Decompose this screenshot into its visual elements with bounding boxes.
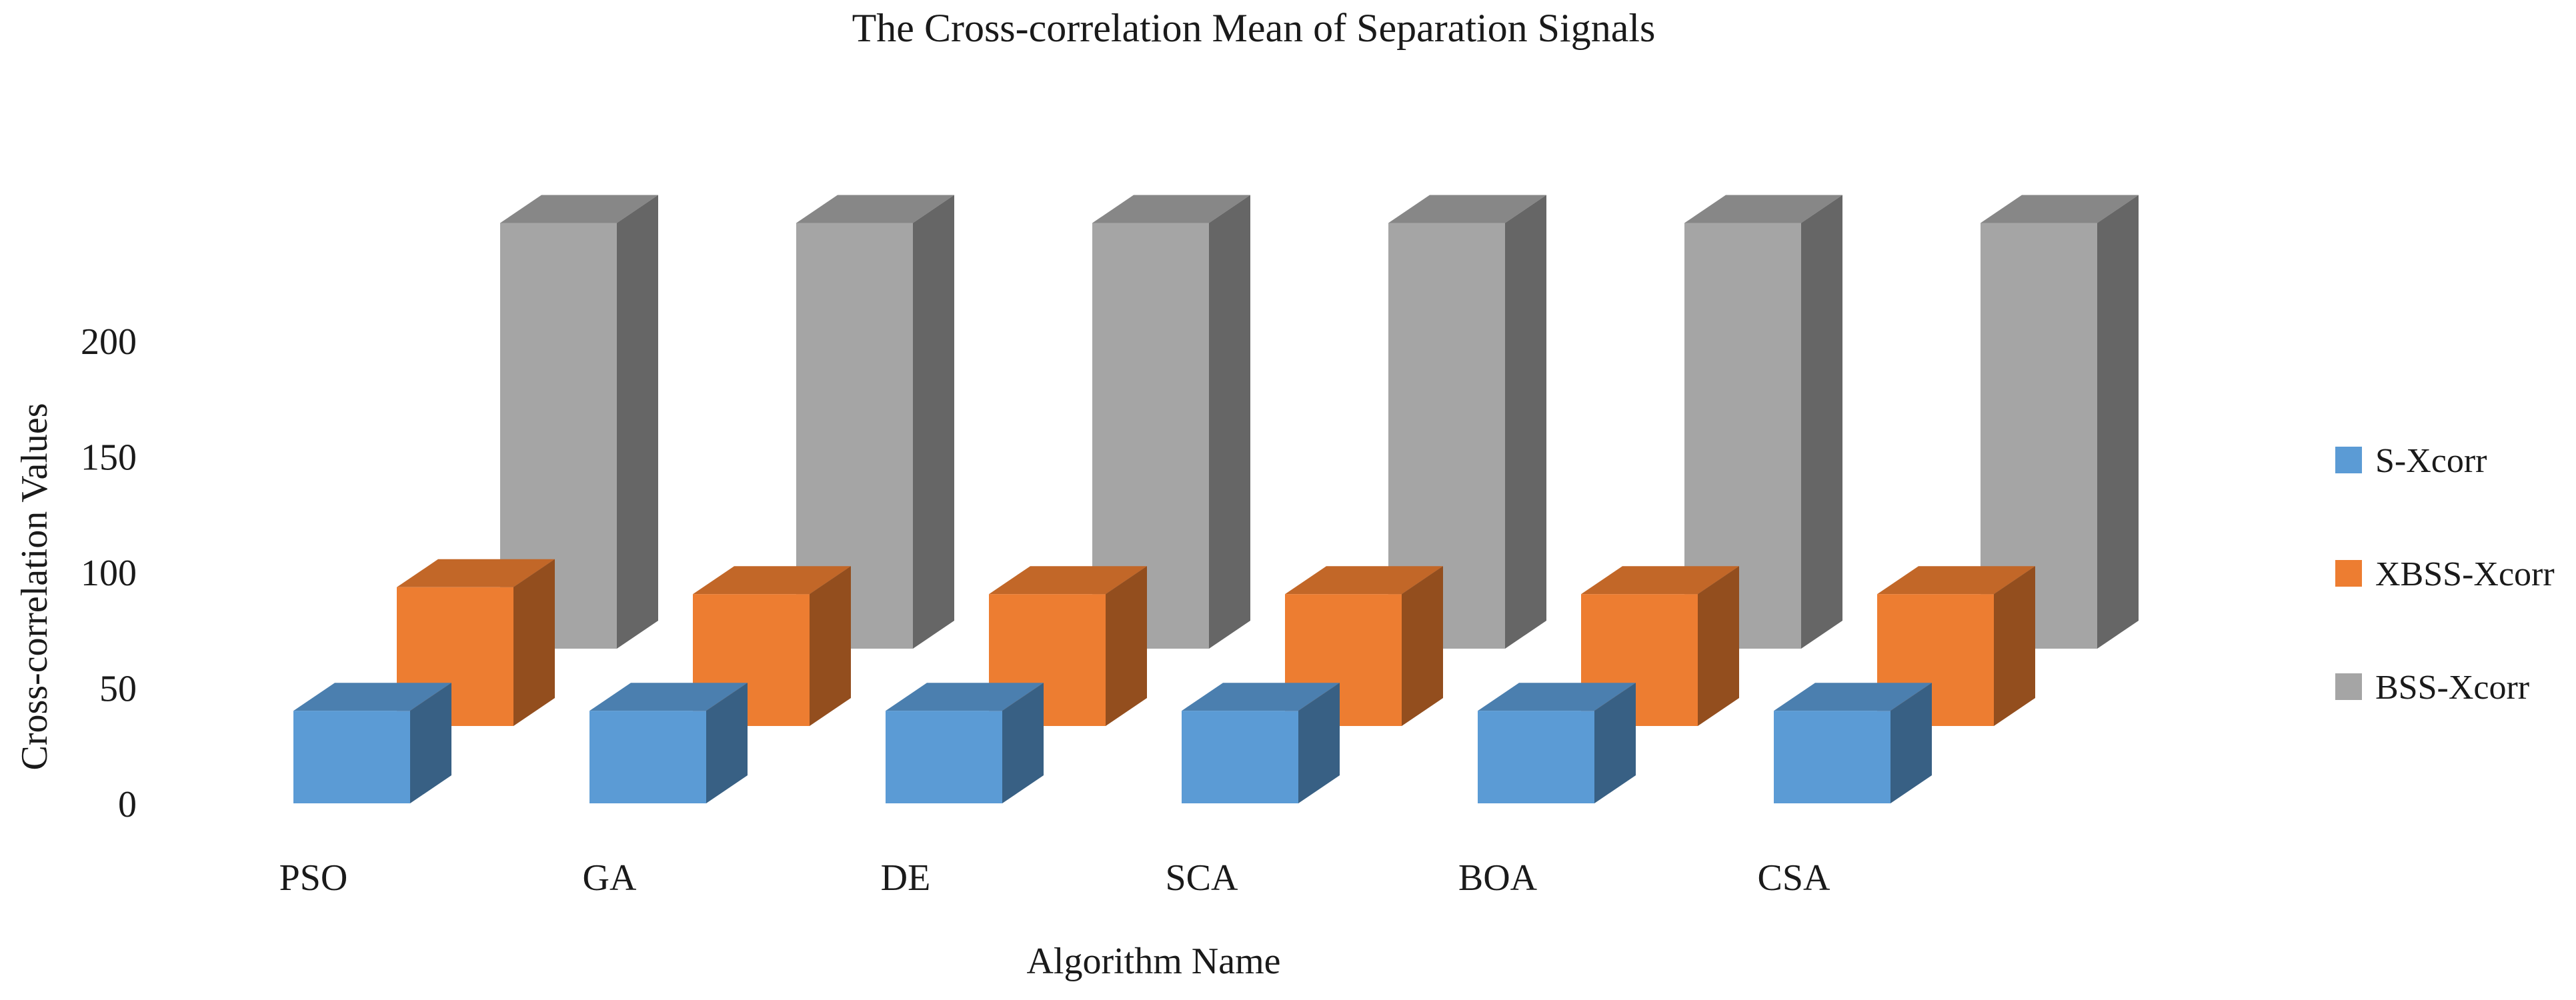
bar-side	[913, 195, 954, 649]
x-tick-label: DE	[881, 857, 931, 899]
bar	[796, 195, 954, 649]
bar-top	[796, 195, 954, 223]
series-bss-xcorr	[500, 195, 2139, 649]
bar-top	[693, 566, 851, 595]
bar-top	[397, 559, 555, 587]
bar-side	[513, 559, 555, 726]
bar-top	[886, 683, 1044, 711]
bar-top	[1182, 683, 1340, 711]
bar	[693, 566, 851, 726]
x-axis-label: Algorithm Name	[1026, 941, 1280, 982]
bar-side	[1402, 566, 1443, 726]
y-tick-label: 50	[99, 669, 137, 710]
legend-item: S-Xcorr	[2335, 442, 2487, 480]
x-axis-ticks: PSO GA DE SCA BOA CSA	[279, 857, 1830, 899]
bar-side	[1801, 195, 1842, 649]
bar-side	[810, 566, 851, 726]
bar-front	[1478, 711, 1594, 803]
legend-swatch	[2335, 447, 2362, 473]
bar-side	[410, 683, 451, 803]
bar	[989, 566, 1147, 726]
x-tick-label: BOA	[1458, 857, 1538, 899]
bar	[1774, 683, 1932, 803]
legend: S-Xcorr XBSS-Xcorr BSS-Xcorr	[2335, 442, 2555, 707]
chart-title: The Cross-correlation Mean of Separation…	[852, 6, 1656, 50]
bar-top	[1877, 566, 2035, 595]
bar	[1581, 566, 1739, 726]
bar-side	[706, 683, 748, 803]
bar	[293, 683, 451, 803]
bar	[1182, 683, 1340, 803]
x-tick-label: SCA	[1166, 857, 1238, 899]
bar-side	[1698, 566, 1739, 726]
bar	[1092, 195, 1250, 649]
bar-top	[293, 683, 451, 711]
bar-side	[617, 195, 658, 649]
y-tick-label: 150	[81, 437, 137, 479]
bar-side	[1890, 683, 1932, 803]
bar-top	[989, 566, 1147, 595]
legend-swatch	[2335, 560, 2362, 587]
bar-side	[1298, 683, 1340, 803]
bar-front	[293, 711, 410, 803]
y-axis-label: Cross-correlation Values	[14, 403, 55, 770]
legend-label: S-Xcorr	[2375, 442, 2487, 480]
bar-top	[1285, 566, 1443, 595]
bar-top	[1581, 566, 1739, 595]
bar-side	[2097, 195, 2139, 649]
bar-side	[1994, 566, 2035, 726]
series-s-xcorr	[293, 683, 1932, 803]
bar-top	[1774, 683, 1932, 711]
bar-top	[1981, 195, 2139, 223]
bars	[293, 195, 2139, 803]
legend-swatch	[2335, 673, 2362, 700]
bar-front	[589, 711, 706, 803]
bar-top	[500, 195, 658, 223]
bar-side	[1106, 566, 1147, 726]
legend-item: XBSS-Xcorr	[2335, 555, 2555, 593]
bar-top	[1092, 195, 1250, 223]
bar-side	[1209, 195, 1250, 649]
x-tick-label: CSA	[1758, 857, 1830, 899]
y-tick-label: 100	[81, 553, 137, 594]
bar	[589, 683, 748, 803]
y-tick-label: 200	[81, 321, 137, 363]
bar-front	[1182, 711, 1298, 803]
bar	[1478, 683, 1636, 803]
y-axis-ticks: 0 50 100 150 200	[81, 321, 137, 825]
bar-front	[886, 711, 1002, 803]
bar-top	[1684, 195, 1842, 223]
bar-front	[1774, 711, 1890, 803]
bar-side	[1505, 195, 1546, 649]
bar-top	[1478, 683, 1636, 711]
y-tick-label: 0	[118, 784, 137, 825]
bar	[1981, 195, 2139, 649]
x-tick-label: PSO	[279, 857, 348, 899]
bar-top	[1388, 195, 1546, 223]
bar-top	[589, 683, 748, 711]
series-xbss-xcorr	[397, 559, 2035, 726]
bar-side	[1002, 683, 1044, 803]
legend-label: BSS-Xcorr	[2375, 669, 2529, 707]
legend-item: BSS-Xcorr	[2335, 669, 2529, 707]
legend-label: XBSS-Xcorr	[2375, 555, 2555, 593]
x-tick-label: GA	[583, 857, 637, 899]
bar	[886, 683, 1044, 803]
bar-side	[1594, 683, 1636, 803]
